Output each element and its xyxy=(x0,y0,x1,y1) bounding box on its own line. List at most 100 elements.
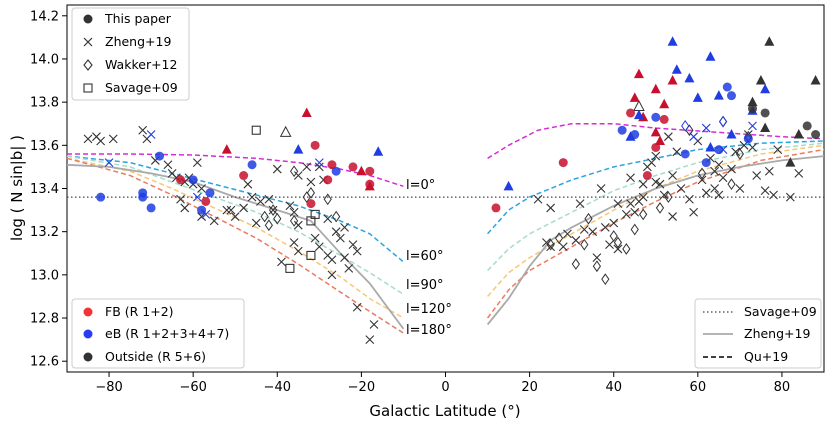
zheng-point xyxy=(735,184,745,193)
zheng-point xyxy=(176,194,185,204)
zheng-point xyxy=(638,179,648,189)
zheng-point xyxy=(302,162,312,172)
zheng-point xyxy=(710,166,720,176)
zheng-point xyxy=(596,184,606,193)
zheng-point xyxy=(197,184,206,193)
zheng-point xyxy=(289,238,299,247)
legend-bottom-left: FB (R 1+2) eB (R 1+2+3+4+7) Outside (R 5… xyxy=(71,298,245,369)
x-tick-label: −40 xyxy=(264,380,291,395)
legend-label-outside: Outside (R 5+6) xyxy=(105,349,206,364)
triangle-point-eb xyxy=(760,83,771,94)
wakker-point xyxy=(639,208,648,221)
zheng-point xyxy=(676,184,686,193)
this-paper-point-eb xyxy=(651,112,661,122)
y-tick-label: 14.0 xyxy=(30,52,59,67)
legend-label-savage: Savage+09 xyxy=(744,304,817,319)
this-paper-point-eb xyxy=(722,82,732,92)
x-tick-label: 40 xyxy=(605,380,622,395)
legend-frame xyxy=(71,298,245,369)
zheng-point xyxy=(277,257,286,267)
wakker-point xyxy=(609,230,618,242)
this-paper-point-fb xyxy=(176,175,186,185)
triangle-point-fb xyxy=(659,98,670,109)
zheng-point xyxy=(108,134,118,144)
series-line-l60-north xyxy=(487,140,825,235)
wakker-point xyxy=(332,210,341,223)
legend-marker-zheng xyxy=(83,37,93,47)
this-paper-point-outside xyxy=(811,130,821,140)
y-tick-label: 13.8 xyxy=(30,96,59,111)
this-paper-point-eb xyxy=(630,130,640,140)
zheng-point xyxy=(718,173,728,183)
wakker-point-eb xyxy=(681,120,690,132)
y-tick-label: 14.2 xyxy=(30,9,59,24)
legend-marker-fb xyxy=(83,307,93,317)
triangle-point-outside xyxy=(810,75,821,85)
zheng-point xyxy=(697,175,707,185)
wakker-point xyxy=(264,219,273,232)
this-paper-point-eb xyxy=(138,188,148,198)
this-paper-point-eb xyxy=(714,145,724,155)
this-paper-point-eb xyxy=(205,188,215,198)
wakker-point xyxy=(306,186,316,199)
legend-label-eb: eB (R 1+2+3+4+7) xyxy=(105,326,229,341)
this-paper-point-eb xyxy=(155,151,165,161)
zheng-point xyxy=(293,246,303,256)
zheng-point-eb xyxy=(701,123,711,133)
line-label-l120: l=120° xyxy=(406,302,452,317)
this-paper-point-eb xyxy=(247,160,257,170)
zheng-point xyxy=(239,203,249,213)
zheng-point xyxy=(563,229,572,239)
this-paper-point-outside xyxy=(802,121,812,131)
zheng-point xyxy=(209,216,219,226)
triangle-point-outside xyxy=(747,96,758,107)
zheng-point xyxy=(592,253,602,262)
zheng-point xyxy=(327,270,337,280)
triangle-point-outside xyxy=(760,122,771,133)
this-paper-point-fb xyxy=(558,158,568,168)
this-paper-point-eb xyxy=(146,203,156,213)
zheng-point xyxy=(668,171,677,180)
zheng-point xyxy=(701,188,711,198)
zheng-point xyxy=(621,210,631,219)
zheng-point xyxy=(293,220,303,230)
plot-area: −80 −60 −40 −20 0 20 40 60 80 12.6 12.8 13.0 13.2 13… xyxy=(30,4,825,395)
zheng-point xyxy=(226,205,236,215)
wakker-point xyxy=(580,238,589,251)
zheng-point xyxy=(256,197,265,206)
triangle-point-eb xyxy=(713,90,724,100)
legend-label-this-paper: This paper xyxy=(104,11,172,26)
zheng-point xyxy=(764,166,774,176)
legend-marker-eb xyxy=(83,329,93,339)
x-axis-title: Galactic Latitude (°) xyxy=(369,402,520,420)
zheng-point xyxy=(230,212,240,221)
wakker-point-eb xyxy=(718,115,728,128)
wakker-point xyxy=(697,167,707,180)
y-tick-label: 13.4 xyxy=(30,182,59,197)
triangle-point-eb xyxy=(373,146,384,156)
zheng-point-eb xyxy=(314,158,324,167)
wakker-point xyxy=(268,204,278,216)
savage-point xyxy=(285,263,295,273)
line-label-l0: l=0° xyxy=(406,178,435,193)
this-paper-point-eb xyxy=(331,166,341,176)
zheng-point xyxy=(197,212,206,221)
wakker-point xyxy=(655,202,665,214)
triangle-point-fb xyxy=(650,126,661,137)
this-paper-point-fb xyxy=(365,166,375,176)
triangle-point-fb xyxy=(650,83,661,94)
zheng-point xyxy=(96,136,106,146)
zheng-point xyxy=(272,164,282,174)
x-tick-label: −80 xyxy=(95,380,122,395)
zheng-point xyxy=(773,145,783,155)
zheng-point xyxy=(651,151,661,161)
series-line-l60-south xyxy=(66,155,404,263)
zheng-point-eb xyxy=(146,130,156,139)
zheng-point xyxy=(630,207,640,217)
savage-point xyxy=(251,125,261,135)
series-line-l90-south xyxy=(66,155,404,295)
zheng-point xyxy=(794,168,804,178)
line-label-l60: l=60° xyxy=(406,249,444,264)
zheng-point xyxy=(714,160,724,170)
triangle-point-fb xyxy=(667,75,678,85)
